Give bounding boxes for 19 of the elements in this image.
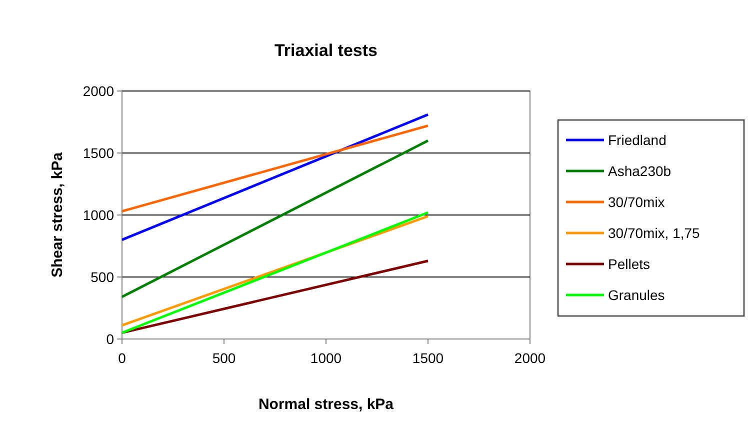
y-tick-label: 500 <box>90 269 114 285</box>
legend-label: Pellets <box>608 256 650 272</box>
y-axis-title: Shear stress, kPa <box>49 152 66 278</box>
x-tick-label: 2000 <box>514 350 546 366</box>
x-tick-label: 0 <box>118 350 126 366</box>
x-axis-title: Normal stress, kPa <box>258 396 394 413</box>
legend-label: Friedland <box>608 132 666 148</box>
y-tick-label: 0 <box>106 331 114 347</box>
legend-label: 30/70mix, 1,75 <box>608 225 700 241</box>
legend-label: Granules <box>608 287 665 303</box>
y-tick-label: 2000 <box>82 83 114 99</box>
chart-title: Triaxial tests <box>274 41 378 60</box>
legend-label: 30/70mix <box>608 194 665 210</box>
x-tick-label: 1000 <box>310 350 342 366</box>
x-tick-label: 1500 <box>412 350 444 366</box>
legend-label: Asha230b <box>608 163 672 179</box>
y-tick-label: 1000 <box>82 207 114 223</box>
y-tick-label: 1500 <box>82 145 114 161</box>
x-tick-label: 500 <box>212 350 236 366</box>
